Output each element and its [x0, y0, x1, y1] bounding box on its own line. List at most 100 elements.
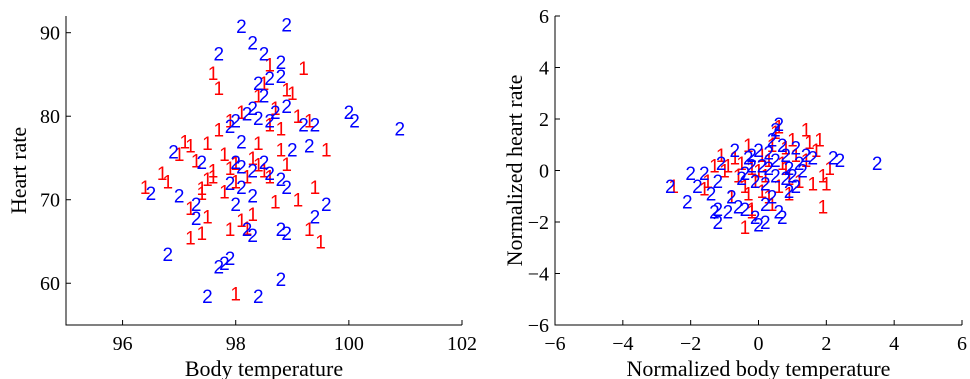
y-tick-label: 90: [40, 23, 60, 45]
data-point-class-2: 2: [743, 149, 754, 170]
x-axis-title: Body temperature: [185, 356, 343, 379]
data-point-class-2: 2: [394, 120, 405, 141]
data-point-class-1: 1: [270, 99, 281, 120]
data-point-class-2: 2: [746, 156, 757, 177]
data-point-class-2: 2: [321, 195, 332, 216]
data-point-class-2: 2: [298, 116, 309, 137]
data-point-class-2: 2: [247, 226, 258, 247]
data-point-class-2: 2: [797, 162, 808, 183]
data-point-class-2: 2: [259, 86, 270, 107]
data-point-class-1: 1: [208, 167, 219, 188]
y-tick-label: 80: [40, 106, 60, 128]
data-point-class-1: 1: [824, 159, 835, 180]
x-tick-label: −2: [680, 333, 701, 355]
data-point-class-2: 2: [716, 154, 727, 175]
data-point-class-1: 1: [264, 55, 275, 76]
x-tick-label: 6: [957, 333, 967, 355]
data-point-class-1: 1: [185, 228, 196, 249]
data-point-class-1: 1: [740, 177, 751, 198]
data-point-class-2: 2: [168, 142, 179, 163]
data-point-class-1: 1: [699, 180, 710, 201]
data-point-class-1: 1: [293, 191, 304, 212]
data-point-class-2: 2: [281, 178, 292, 199]
data-point-class-1: 1: [763, 187, 774, 208]
data-point-class-1: 1: [242, 167, 253, 188]
data-point-class-2: 2: [281, 97, 292, 118]
data-point-class-1: 1: [777, 154, 788, 175]
data-point-class-1: 1: [304, 111, 315, 132]
data-point-class-2: 2: [740, 200, 751, 221]
data-point-class-2: 2: [281, 224, 292, 245]
data-point-class-1: 1: [247, 205, 258, 226]
data-point-class-2: 2: [213, 45, 224, 66]
data-point-class-1: 1: [276, 120, 287, 141]
data-point-class-1: 1: [196, 179, 207, 200]
data-point-class-1: 1: [202, 170, 213, 191]
data-point-class-2: 2: [247, 162, 258, 183]
data-point-class-2: 2: [760, 174, 771, 195]
data-point-class-2: 2: [219, 254, 230, 275]
data-point-class-1: 1: [196, 184, 207, 205]
x-tick-label: 0: [754, 333, 764, 355]
data-point-class-1: 1: [281, 155, 292, 176]
data-point-class-1: 1: [760, 167, 771, 188]
data-point-class-2: 2: [753, 141, 764, 162]
data-point-class-1: 1: [801, 120, 812, 141]
data-point-class-2: 2: [872, 154, 883, 175]
data-point-class-2: 2: [281, 15, 292, 36]
data-point-class-2: 2: [236, 178, 247, 199]
data-point-class-2: 2: [774, 115, 785, 136]
data-point-class-1: 1: [780, 159, 791, 180]
data-point-class-1: 1: [208, 64, 219, 85]
data-point-class-2: 2: [247, 99, 258, 120]
data-point-class-1: 1: [264, 167, 275, 188]
data-point-class-1: 1: [247, 149, 258, 170]
data-point-class-1: 1: [281, 80, 292, 101]
data-point-class-2: 2: [780, 169, 791, 190]
data-point-class-1: 1: [814, 131, 825, 152]
y-tick-label: 2: [539, 109, 549, 131]
data-point-class-2: 2: [777, 136, 788, 157]
data-point-class-2: 2: [709, 203, 720, 224]
data-point-class-2: 2: [225, 174, 236, 195]
data-point-class-1: 1: [770, 123, 781, 144]
data-point-class-2: 2: [699, 164, 710, 185]
data-point-class-2: 2: [213, 258, 224, 279]
data-point-class-2: 2: [236, 132, 247, 153]
data-point-class-1: 1: [276, 141, 287, 162]
data-point-class-2: 2: [791, 138, 802, 159]
data-point-class-2: 2: [191, 209, 202, 230]
data-point-class-2: 2: [276, 220, 287, 241]
data-point-class-2: 2: [774, 203, 785, 224]
data-point-class-1: 1: [236, 211, 247, 232]
data-point-class-1: 1: [753, 162, 764, 183]
x-tick-label: −6: [544, 333, 565, 355]
data-point-class-2: 2: [835, 151, 846, 172]
data-point-class-2: 2: [685, 164, 696, 185]
data-point-class-2: 2: [784, 182, 795, 203]
data-point-class-1: 1: [784, 185, 795, 206]
data-point-class-1: 1: [668, 177, 679, 198]
data-point-class-1: 1: [818, 198, 829, 219]
data-point-class-2: 2: [750, 172, 761, 193]
data-point-class-1: 1: [743, 136, 754, 157]
data-point-class-1: 1: [757, 182, 768, 203]
data-point-class-1: 1: [736, 154, 747, 175]
data-point-class-1: 1: [270, 192, 281, 213]
data-point-class-2: 2: [746, 146, 757, 167]
data-point-class-2: 2: [259, 45, 270, 66]
data-point-class-1: 1: [242, 219, 253, 240]
data-point-class-1: 1: [746, 200, 757, 221]
data-point-class-2: 2: [665, 177, 676, 198]
data-point-class-1: 1: [821, 174, 832, 195]
data-point-class-1: 1: [185, 199, 196, 220]
data-point-class-1: 1: [202, 134, 213, 155]
data-point-class-1: 1: [774, 177, 785, 198]
data-point-class-2: 2: [163, 245, 174, 266]
data-point-class-2: 2: [763, 143, 774, 164]
x-tick-label: 102: [447, 333, 477, 355]
data-point-class-2: 2: [760, 213, 771, 234]
data-point-class-2: 2: [828, 149, 839, 170]
data-point-class-1: 1: [225, 159, 236, 180]
data-point-class-1: 1: [723, 156, 734, 177]
